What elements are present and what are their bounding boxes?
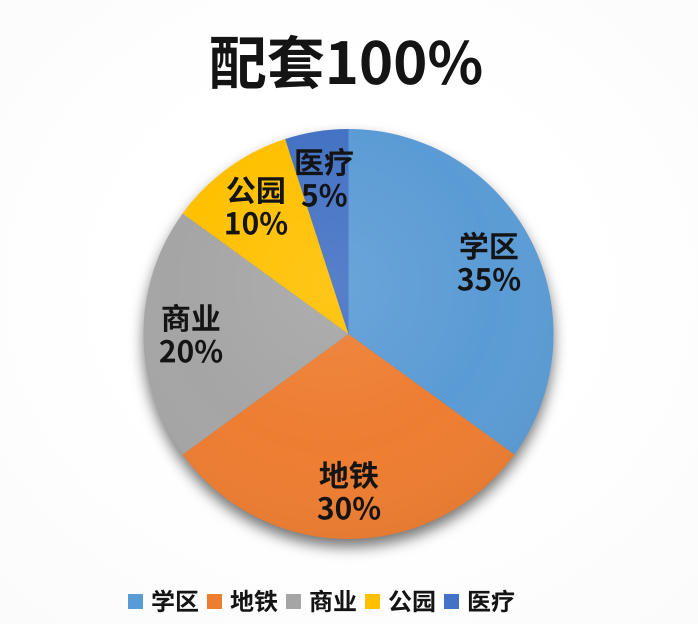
slice-label-4 (224, 175, 288, 238)
legend-label (309, 589, 357, 613)
legend-item-3 (286, 589, 357, 613)
slice-label-1 (457, 231, 521, 294)
legend-swatch (207, 593, 222, 609)
legend (128, 589, 515, 613)
legend-swatch (444, 593, 459, 609)
legend-label (467, 589, 515, 613)
slice-label-value (159, 336, 223, 366)
legend-label (388, 589, 436, 613)
legend-label (151, 589, 199, 613)
slice-label-name (457, 231, 521, 261)
legend-item-2 (207, 589, 278, 613)
slice-label-value (316, 493, 380, 523)
slice-label-2 (316, 460, 380, 523)
slice-label-value (294, 180, 354, 210)
slice-label-name (224, 175, 288, 205)
slice-label-value (224, 208, 288, 238)
legend-swatch (365, 593, 380, 609)
slice-label-3 (159, 303, 223, 366)
legend-swatch (286, 593, 301, 609)
legend-label (230, 589, 278, 613)
slice-label-name (159, 303, 223, 333)
legend-item-4 (365, 589, 436, 613)
slice-label-name (316, 460, 380, 490)
slice-label-5 (294, 147, 354, 210)
slice-label-name (294, 147, 354, 177)
slice-label-value (457, 264, 521, 294)
legend-item-5 (444, 589, 515, 613)
legend-swatch (128, 593, 143, 609)
legend-item-1 (128, 589, 199, 613)
